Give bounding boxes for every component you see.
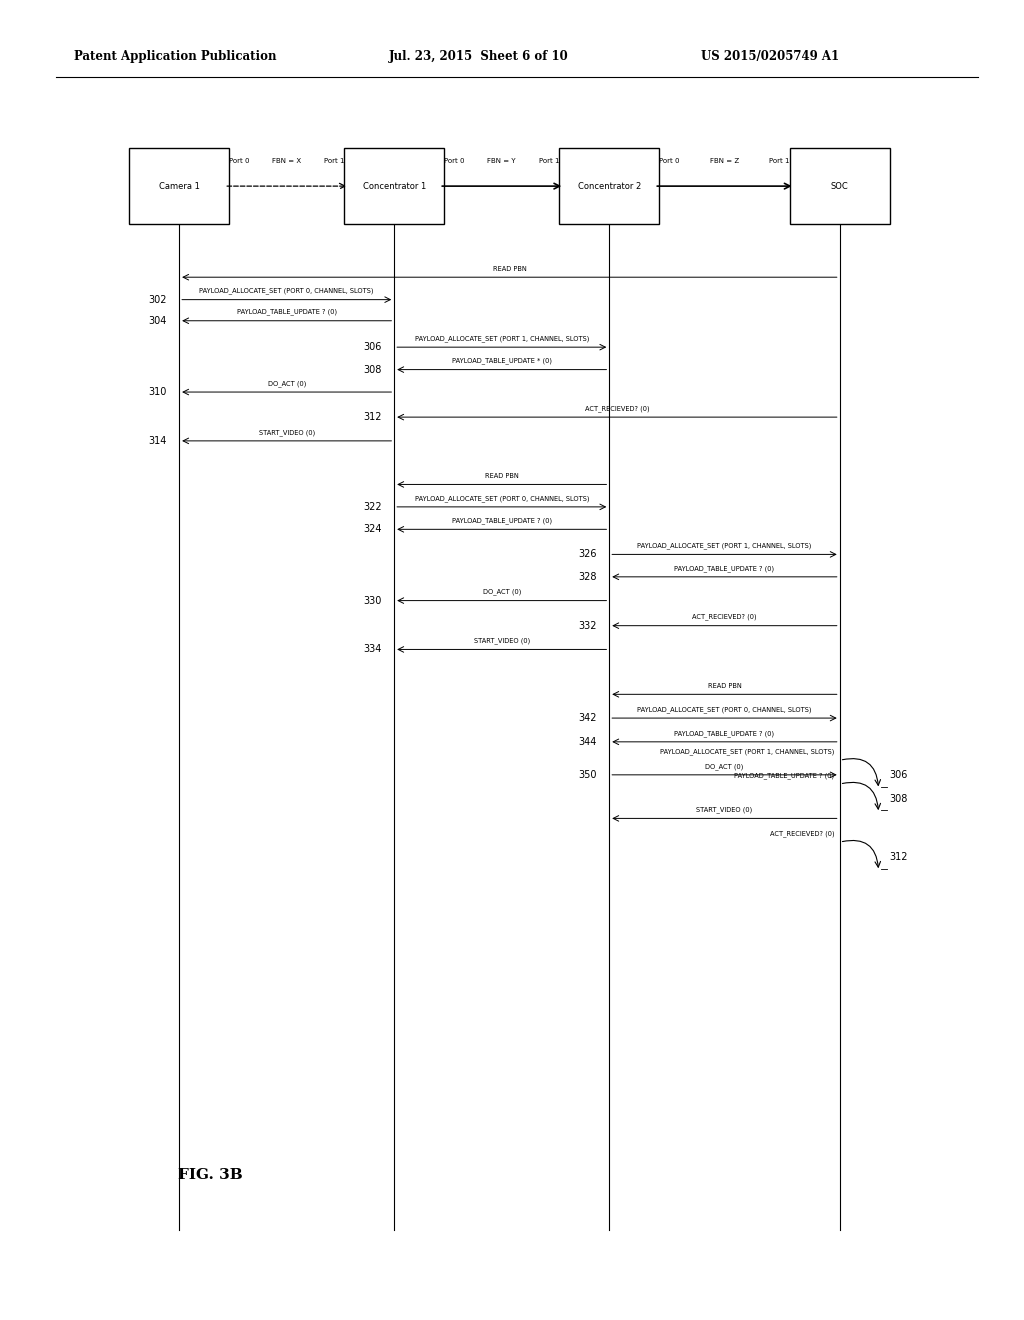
Text: 306: 306 — [364, 342, 382, 352]
Text: START_VIDEO (0): START_VIDEO (0) — [696, 807, 753, 813]
Text: Port 0: Port 0 — [229, 158, 250, 164]
Text: 310: 310 — [148, 387, 167, 397]
FancyBboxPatch shape — [344, 148, 444, 224]
Text: 326: 326 — [579, 549, 597, 560]
Text: FBN = Y: FBN = Y — [487, 158, 516, 164]
Text: 322: 322 — [364, 502, 382, 512]
Text: START_VIDEO (0): START_VIDEO (0) — [474, 638, 529, 644]
Text: 312: 312 — [364, 412, 382, 422]
Text: READ PBN: READ PBN — [485, 473, 518, 479]
Text: ACT_RECIEVED? (0): ACT_RECIEVED? (0) — [692, 614, 757, 620]
Text: SOC: SOC — [830, 182, 849, 190]
Text: 350: 350 — [579, 770, 597, 780]
Text: 324: 324 — [364, 524, 382, 535]
Text: 342: 342 — [579, 713, 597, 723]
Text: US 2015/0205749 A1: US 2015/0205749 A1 — [701, 50, 840, 63]
Text: Port 0: Port 0 — [659, 158, 680, 164]
Text: ACT_RECIEVED? (0): ACT_RECIEVED? (0) — [585, 405, 649, 412]
Text: PAYLOAD_TABLE_UPDATE ? (0): PAYLOAD_TABLE_UPDATE ? (0) — [452, 517, 552, 524]
Text: READ PBN: READ PBN — [493, 265, 526, 272]
Text: 312: 312 — [889, 851, 907, 862]
Text: 308: 308 — [889, 793, 907, 804]
Text: PAYLOAD_TABLE_UPDATE ? (0): PAYLOAD_TABLE_UPDATE ? (0) — [675, 565, 774, 572]
Text: PAYLOAD_TABLE_UPDATE * (0): PAYLOAD_TABLE_UPDATE * (0) — [452, 358, 552, 364]
Text: Port 1: Port 1 — [539, 158, 559, 164]
Text: Patent Application Publication: Patent Application Publication — [74, 50, 276, 63]
Text: PAYLOAD_ALLOCATE_SET (PORT 0, CHANNEL, SLOTS): PAYLOAD_ALLOCATE_SET (PORT 0, CHANNEL, S… — [415, 495, 589, 502]
Text: FBN = X: FBN = X — [272, 158, 301, 164]
Text: 330: 330 — [364, 595, 382, 606]
FancyBboxPatch shape — [790, 148, 890, 224]
Text: PAYLOAD_ALLOCATE_SET (PORT 0, CHANNEL, SLOTS): PAYLOAD_ALLOCATE_SET (PORT 0, CHANNEL, S… — [637, 706, 812, 713]
Text: Concentrator 2: Concentrator 2 — [578, 182, 641, 190]
Text: PAYLOAD_ALLOCATE_SET (PORT 1, CHANNEL, SLOTS): PAYLOAD_ALLOCATE_SET (PORT 1, CHANNEL, S… — [415, 335, 589, 342]
Text: Port 0: Port 0 — [444, 158, 465, 164]
Text: Port 1: Port 1 — [324, 158, 344, 164]
Text: 334: 334 — [364, 644, 382, 655]
Text: 302: 302 — [148, 294, 167, 305]
Text: PAYLOAD_TABLE_UPDATE ? (0): PAYLOAD_TABLE_UPDATE ? (0) — [675, 730, 774, 737]
Text: PAYLOAD_TABLE_UPDATE ? (0): PAYLOAD_TABLE_UPDATE ? (0) — [734, 772, 835, 779]
Text: START_VIDEO (0): START_VIDEO (0) — [259, 429, 314, 436]
Text: 344: 344 — [579, 737, 597, 747]
Text: 328: 328 — [579, 572, 597, 582]
Text: Port 1: Port 1 — [769, 158, 790, 164]
Text: 304: 304 — [148, 315, 167, 326]
Text: FBN = Z: FBN = Z — [710, 158, 739, 164]
Text: READ PBN: READ PBN — [708, 682, 741, 689]
Text: FIG. 3B: FIG. 3B — [177, 1168, 243, 1181]
Text: DO_ACT (0): DO_ACT (0) — [706, 763, 743, 770]
Text: PAYLOAD_ALLOCATE_SET (PORT 0, CHANNEL, SLOTS): PAYLOAD_ALLOCATE_SET (PORT 0, CHANNEL, S… — [200, 288, 374, 294]
Text: 308: 308 — [364, 364, 382, 375]
Text: Concentrator 1: Concentrator 1 — [362, 182, 426, 190]
Text: 332: 332 — [579, 620, 597, 631]
FancyBboxPatch shape — [129, 148, 229, 224]
Text: Jul. 23, 2015  Sheet 6 of 10: Jul. 23, 2015 Sheet 6 of 10 — [389, 50, 569, 63]
Text: PAYLOAD_ALLOCATE_SET (PORT 1, CHANNEL, SLOTS): PAYLOAD_ALLOCATE_SET (PORT 1, CHANNEL, S… — [660, 748, 835, 755]
FancyBboxPatch shape — [559, 148, 659, 224]
Text: Camera 1: Camera 1 — [159, 182, 200, 190]
Text: ACT_RECIEVED? (0): ACT_RECIEVED? (0) — [770, 830, 835, 837]
Text: DO_ACT (0): DO_ACT (0) — [482, 589, 521, 595]
Text: DO_ACT (0): DO_ACT (0) — [267, 380, 306, 387]
Text: PAYLOAD_ALLOCATE_SET (PORT 1, CHANNEL, SLOTS): PAYLOAD_ALLOCATE_SET (PORT 1, CHANNEL, S… — [637, 543, 812, 549]
Text: 306: 306 — [889, 770, 907, 780]
Text: 314: 314 — [148, 436, 167, 446]
Text: PAYLOAD_TABLE_UPDATE ? (0): PAYLOAD_TABLE_UPDATE ? (0) — [237, 309, 337, 315]
